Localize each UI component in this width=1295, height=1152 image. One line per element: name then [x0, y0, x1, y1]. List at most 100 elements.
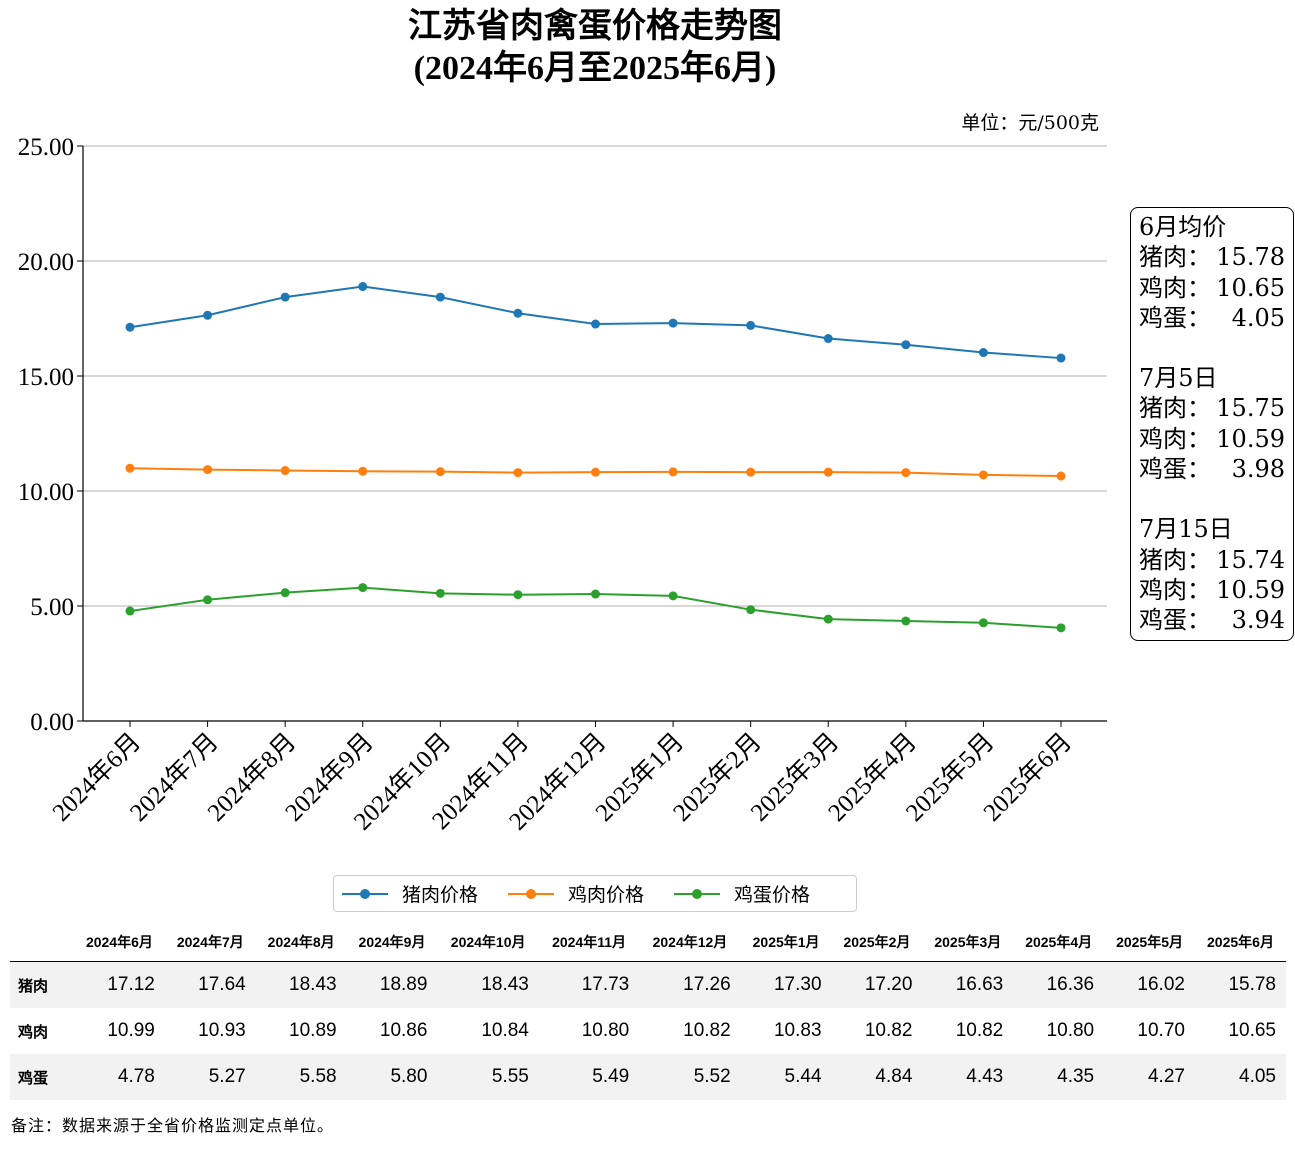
table-header-cell: 2024年10月	[437, 922, 539, 962]
y-tick-label: 5.00	[30, 594, 74, 621]
table-cell: 4.27	[1104, 1054, 1195, 1100]
info-label: 鸡肉：	[1139, 575, 1211, 604]
data-point	[513, 308, 523, 318]
data-point	[746, 605, 756, 615]
chart-legend: 猪肉价格 鸡肉价格 鸡蛋价格	[333, 875, 857, 912]
info-group-title: 7月5日	[1139, 364, 1218, 393]
data-point	[591, 467, 600, 477]
table-header-cell: 2025年2月	[831, 922, 923, 962]
info-row-pork: 猪肉： 15.74	[1139, 545, 1285, 575]
data-point	[591, 319, 600, 329]
table-header-cell: 2024年8月	[255, 922, 347, 962]
data-point	[435, 292, 445, 302]
info-label: 猪肉：	[1139, 394, 1211, 423]
table-cell: 5.44	[740, 1054, 832, 1100]
table-header-cell: 2024年7月	[164, 922, 256, 962]
table-cell: 5.55	[437, 1054, 539, 1100]
y-tick-label: 25.00	[18, 134, 74, 161]
data-point	[203, 595, 213, 605]
data-point	[1056, 353, 1066, 363]
info-value: 10.65	[1216, 273, 1285, 302]
table-cell: 4.05	[1194, 1054, 1286, 1100]
table-cell: 10.83	[773, 1020, 822, 1041]
table-row-label: 鸡肉	[18, 1023, 49, 1041]
table-cell: 4.78	[74, 1054, 165, 1100]
info-row-egg: 鸡蛋： 4.05	[1139, 303, 1285, 333]
data-point	[823, 467, 833, 477]
data-point	[978, 348, 988, 358]
table-cell: 15.78	[1194, 961, 1286, 1008]
data-point	[280, 588, 290, 598]
table-cell: 18.43	[437, 961, 539, 1008]
info-value: 15.74	[1216, 545, 1285, 574]
data-point	[591, 589, 600, 599]
table-header-cell: 2025年6月	[1194, 922, 1286, 962]
data-point	[823, 334, 833, 344]
table-cell: 4.35	[1013, 1054, 1105, 1100]
info-label: 鸡肉：	[1139, 424, 1211, 453]
info-row-chicken: 鸡肉： 10.65	[1139, 273, 1285, 303]
footnote: 备注：数据来源于全省价格监测定点单位。	[11, 1116, 335, 1135]
info-group-june-avg: 6月均价 猪肉： 15.78 鸡肉： 10.65 鸡蛋： 4.05	[1139, 212, 1285, 333]
data-point	[358, 466, 368, 476]
table-header-cell: 2025年5月	[1104, 922, 1195, 962]
table-cell: 10.93	[198, 1020, 246, 1041]
chart-subtitle: (2024年6月至2025年6月)	[413, 50, 777, 87]
table-row: 猪肉 17.12 17.64 18.43 18.89 18.43 17.73 17.26 17.…	[10, 961, 1286, 1008]
table-cell: 17.26	[639, 961, 741, 1008]
data-point	[125, 463, 135, 473]
legend-label: 鸡蛋价格	[734, 884, 811, 906]
table-cell: 5.80	[346, 1054, 438, 1100]
table-cell: 17.30	[740, 961, 832, 1008]
legend-label: 鸡肉价格	[568, 884, 645, 906]
table-header-cell: 2024年9月	[346, 922, 438, 962]
info-group-jul5: 7月5日 猪肉： 15.75 鸡肉： 10.59 鸡蛋： 3.98	[1139, 363, 1285, 484]
data-point	[125, 322, 135, 332]
data-point	[435, 467, 445, 477]
info-row-egg: 鸡蛋： 3.94	[1139, 605, 1285, 635]
table-cell: 18.89	[346, 961, 438, 1008]
table-cell: 4.84	[831, 1054, 923, 1100]
table-corner-cell	[10, 922, 74, 962]
table-cell: 10.84	[481, 1020, 529, 1041]
info-label: 鸡蛋：	[1139, 455, 1211, 484]
table-header-cell: 2024年11月	[538, 922, 640, 962]
table-row: 鸡蛋 4.78 5.27 5.58 5.80 5.55 5.49 5.52 5.44 4.84 4.…	[10, 1054, 1286, 1100]
info-value: 15.78	[1216, 243, 1285, 272]
data-point	[823, 614, 833, 624]
table-cell: 17.12	[74, 961, 165, 1008]
price-data-table: 2024年6月 2024年7月 2024年8月 2024年9月 2024年10月…	[10, 922, 1286, 1100]
info-row-egg: 鸡蛋： 3.98	[1139, 454, 1285, 484]
y-tick-label: 10.00	[18, 479, 74, 506]
legend-swatch	[674, 887, 721, 901]
table-header-cell: 2025年3月	[922, 922, 1014, 962]
table-cell: 16.63	[922, 961, 1014, 1008]
info-group-title: 6月均价	[1139, 213, 1227, 241]
table-cell: 17.73	[538, 961, 640, 1008]
info-row-pork: 猪肉： 15.78	[1139, 242, 1285, 272]
info-row-chicken: 鸡肉： 10.59	[1139, 424, 1285, 454]
table-cell: 18.43	[255, 961, 347, 1008]
legend-swatch	[342, 887, 388, 901]
legend-item-egg: 鸡蛋价格	[674, 880, 810, 907]
info-group-jul15: 7月15日 猪肉： 15.74 鸡肉： 10.59 鸡蛋： 3.94	[1139, 514, 1285, 635]
legend-item-pork: 猪肉价格	[342, 880, 478, 907]
data-point	[901, 468, 911, 478]
data-point	[358, 282, 368, 292]
info-row-pork: 猪肉： 15.75	[1139, 393, 1285, 423]
table-row: 鸡肉 10.99 10.93 10.89 10.86 10.84 10.80 10.82 10.…	[10, 1008, 1286, 1054]
data-point	[901, 340, 911, 350]
table-cell: 10.80	[581, 1020, 630, 1041]
table-cell: 16.02	[1104, 961, 1195, 1008]
data-point	[513, 590, 523, 600]
info-value: 10.59	[1216, 424, 1285, 453]
info-group-title: 7月15日	[1139, 515, 1233, 544]
info-label: 猪肉：	[1139, 545, 1211, 574]
table-cell: 10.70	[1137, 1020, 1185, 1041]
table-cell: 10.80	[1046, 1020, 1095, 1041]
info-row-chicken: 鸡肉： 10.59	[1139, 575, 1285, 605]
info-value: 15.75	[1216, 394, 1285, 423]
table-row-label: 猪肉	[10, 961, 74, 1008]
info-value: 3.98	[1231, 455, 1285, 484]
